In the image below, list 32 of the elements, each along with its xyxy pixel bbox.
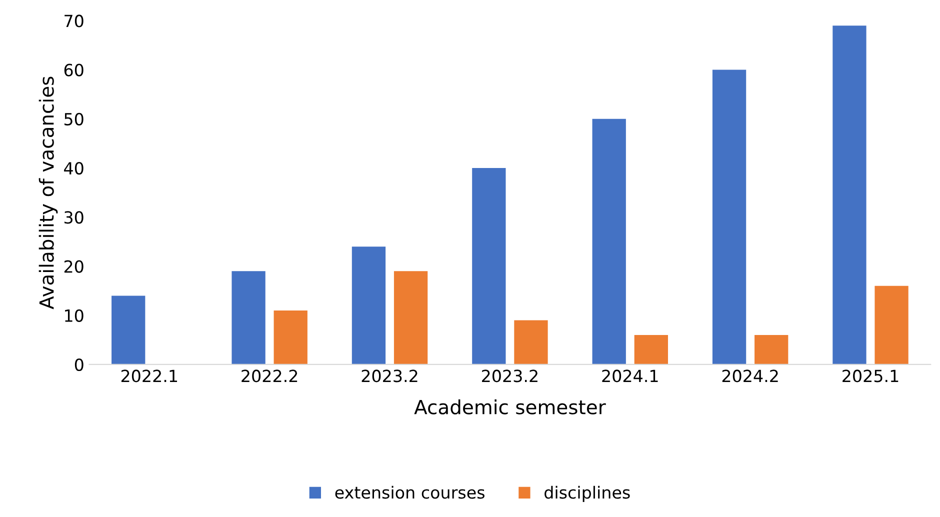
x-tick-label: 2022.2 xyxy=(242,370,298,382)
bar xyxy=(472,168,506,364)
legend-label: extension courses xyxy=(335,486,484,499)
bar xyxy=(232,271,266,364)
x-tick-label: 2022.1 xyxy=(121,370,178,382)
bar xyxy=(712,70,746,364)
y-axis-title: Availability of vacancies xyxy=(38,76,58,310)
bar xyxy=(634,335,668,364)
bar xyxy=(394,271,428,364)
bar xyxy=(592,118,626,364)
x-axis-title: Academic semester xyxy=(414,399,606,414)
y-tick-label: 60 xyxy=(64,64,84,76)
bar xyxy=(274,310,308,364)
legend-label: disciplines xyxy=(544,486,630,502)
y-tick-label: 40 xyxy=(64,162,84,175)
y-tick-label: 0 xyxy=(74,358,84,372)
y-tick-label: 30 xyxy=(64,211,84,224)
x-tick-label: 2023.2 xyxy=(482,370,538,382)
bar xyxy=(874,286,908,364)
x-tick-label: 2025.1 xyxy=(842,370,898,382)
x-tick-label: 2023.2 xyxy=(362,370,418,382)
x-tick-label: 2024.1 xyxy=(602,370,658,382)
bar xyxy=(352,246,386,364)
y-tick-label: 10 xyxy=(65,309,84,322)
bar xyxy=(514,320,548,364)
y-tick-label: 70 xyxy=(64,14,84,28)
bar xyxy=(832,26,866,364)
bar xyxy=(754,335,788,364)
bar xyxy=(112,296,146,364)
y-tick-label: 20 xyxy=(64,260,84,273)
y-tick-label: 50 xyxy=(64,112,84,126)
x-tick-label: 2024.2 xyxy=(722,370,778,382)
